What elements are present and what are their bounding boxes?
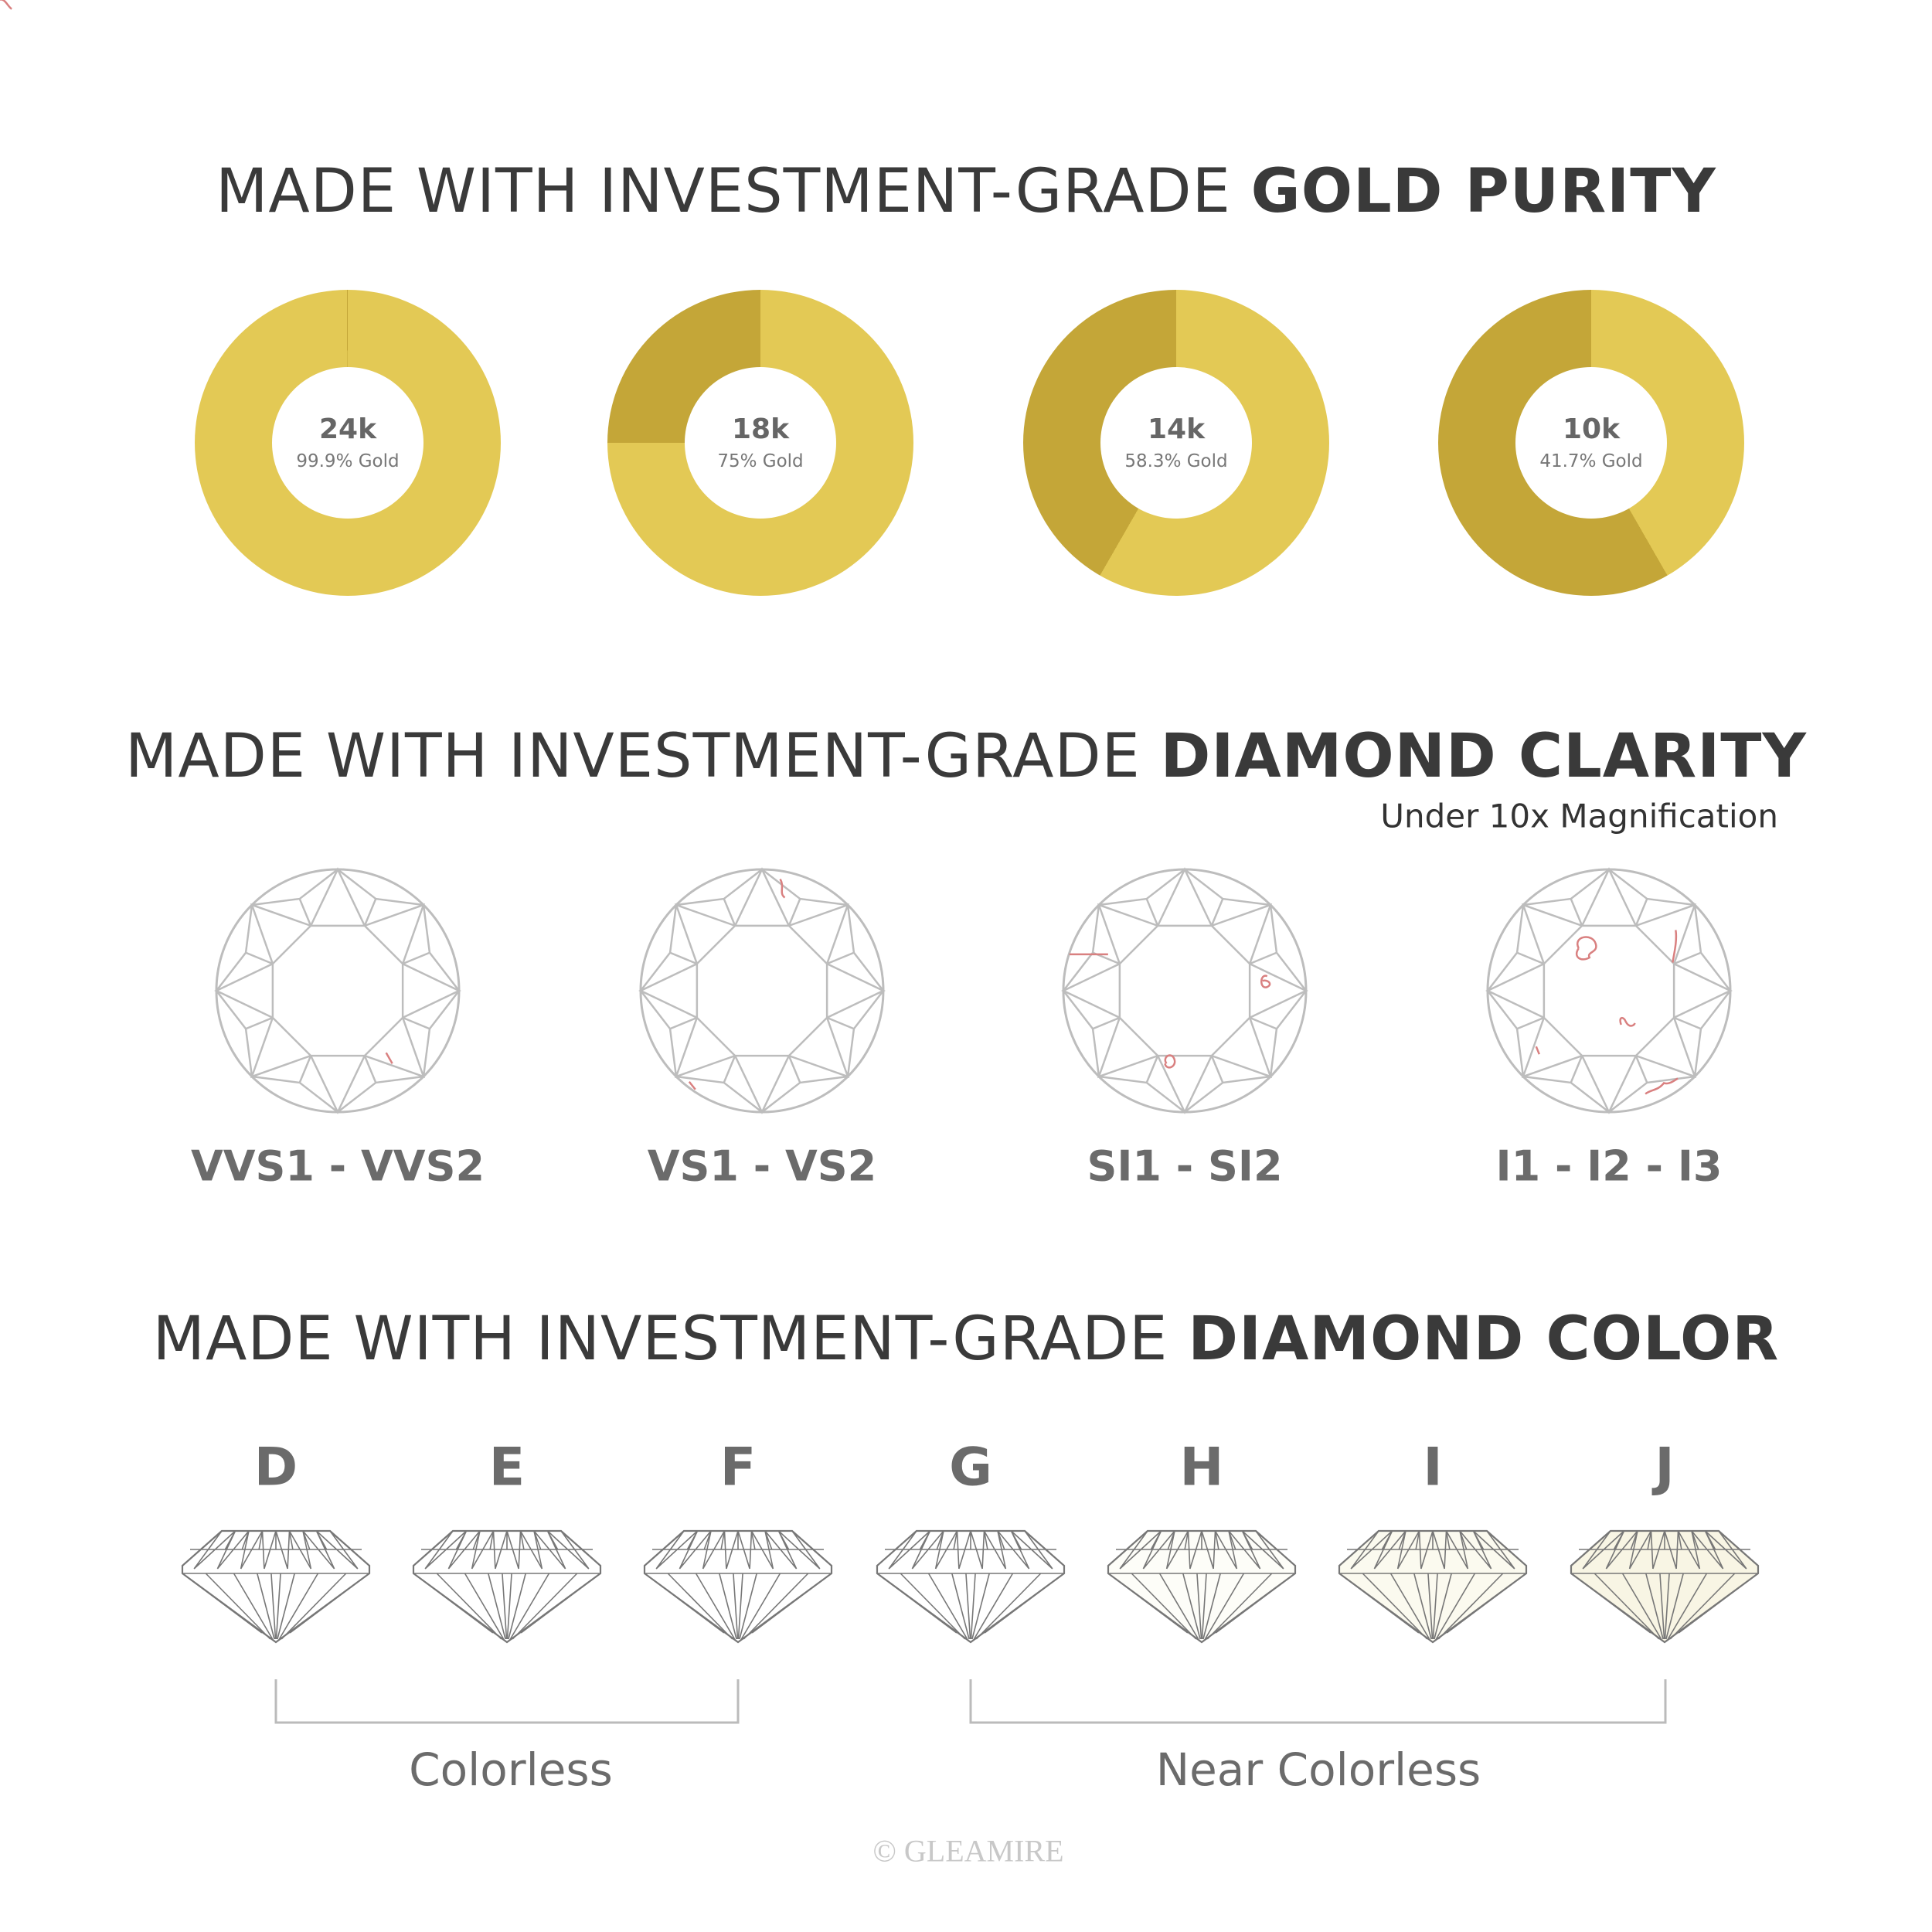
inclusion-mark: [779, 878, 786, 899]
inclusion-mark: [1535, 1046, 1540, 1055]
gold-percent-label: 58.3% Gold: [1124, 451, 1228, 471]
donut-center: 10k 41.7% Gold: [1515, 367, 1667, 519]
color-diamond-J: [1570, 1529, 1760, 1644]
clarity-subtitle: Under 10x Magnification: [1380, 797, 1778, 835]
color-diamond-G: [876, 1529, 1066, 1644]
gold-donut-24k: 24k 99.9% Gold: [195, 290, 501, 596]
gold-percent-label: 99.9% Gold: [296, 451, 400, 471]
gold-percent-label: 75% Gold: [717, 451, 804, 471]
inclusion-mark: [1164, 1054, 1176, 1069]
inclusion-mark: [1260, 975, 1271, 988]
gold-donut-14k: 14k 58.3% Gold: [1023, 290, 1329, 596]
title-bold-part: GOLD PURITY: [1250, 157, 1716, 226]
facet-lines: [214, 867, 461, 1114]
donut-center: 24k 99.9% Gold: [272, 367, 423, 519]
clarity-diamond-1: [214, 867, 461, 1114]
facet-lines: [876, 1530, 1065, 1640]
clarity-grade-label: VS1 - VS2: [647, 1141, 877, 1191]
facet-lines: [1107, 1530, 1296, 1640]
inclusion-mark: [0, 0, 1108, 956]
color-grade-J: J: [1655, 1437, 1675, 1498]
gold-donut-18k: 18k 75% Gold: [607, 290, 913, 596]
donut-center: 14k 58.3% Gold: [1100, 367, 1252, 519]
clarity-diamond-3: [0, 0, 1308, 1114]
diamond-clarity-title: MADE WITH INVESTMENT-GRADE DIAMOND CLARI…: [0, 722, 1932, 791]
clarity-grade-label: SI1 - SI2: [1087, 1141, 1283, 1191]
clarity-grade-label: I1 - I2 - I3: [1495, 1141, 1723, 1191]
inclusion-mark: [1619, 1016, 1636, 1027]
color-diamond-I: [1338, 1529, 1528, 1644]
facet-lines: [1570, 1530, 1759, 1640]
karat-label: 24k: [318, 413, 377, 446]
color-diamond-E: [412, 1529, 602, 1644]
color-grade-E: E: [488, 1437, 526, 1498]
facet-lines: [638, 867, 886, 1114]
color-diamond-H: [1107, 1529, 1297, 1644]
clarity-diamond-2: [638, 867, 886, 1114]
clarity-diamond-4: [1485, 867, 1733, 1114]
gold-percent-label: 41.7% Gold: [1539, 451, 1643, 471]
title-bold-part: DIAMOND CLARITY: [1160, 722, 1807, 791]
clarity-grade-label: VVS1 - VVS2: [190, 1141, 485, 1191]
karat-label: 18k: [731, 413, 790, 446]
gold-purity-title: MADE WITH INVESTMENT-GRADE GOLD PURITY: [0, 157, 1932, 226]
color-grade-G: G: [949, 1437, 992, 1498]
colorless-bracket: [274, 1679, 740, 1724]
title-regular-part: MADE WITH INVESTMENT-GRADE: [216, 157, 1251, 226]
donut-center: 18k 75% Gold: [685, 367, 836, 519]
gold-donut-10k: 10k 41.7% Gold: [1438, 290, 1744, 596]
facet-lines: [413, 1530, 601, 1640]
facet-lines: [182, 1530, 370, 1640]
facet-lines: [1338, 1530, 1527, 1640]
color-grade-D: D: [253, 1437, 298, 1498]
facet-lines: [1061, 867, 1308, 1114]
inclusion-mark: [688, 1080, 696, 1090]
inclusion-mark: [1672, 930, 1678, 963]
colorless-label: Colorless: [409, 1743, 613, 1796]
inclusion-mark: [1645, 1077, 1679, 1095]
karat-label: 10k: [1562, 413, 1621, 446]
karat-label: 14k: [1147, 413, 1206, 446]
title-bold-part: DIAMOND COLOR: [1188, 1304, 1780, 1374]
facet-lines: [644, 1530, 832, 1640]
inclusion-mark: [385, 1052, 393, 1064]
near-colorless-bracket: [969, 1679, 1667, 1724]
footer-copyright: © GLEAMIRE: [872, 1833, 1064, 1869]
title-regular-part: MADE WITH INVESTMENT-GRADE: [152, 1304, 1189, 1374]
color-grade-H: H: [1179, 1437, 1224, 1498]
diamond-color-title: MADE WITH INVESTMENT-GRADE DIAMOND COLOR: [0, 1304, 1932, 1374]
color-grade-I: I: [1423, 1437, 1443, 1498]
color-diamond-F: [643, 1529, 833, 1644]
color-diamond-D: [181, 1529, 371, 1644]
title-regular-part: MADE WITH INVESTMENT-GRADE: [125, 722, 1161, 791]
near-colorless-label: Near Colorless: [1155, 1743, 1481, 1796]
inclusion-mark: [1575, 936, 1597, 961]
color-grade-F: F: [719, 1437, 757, 1498]
facet-lines: [1485, 867, 1733, 1114]
